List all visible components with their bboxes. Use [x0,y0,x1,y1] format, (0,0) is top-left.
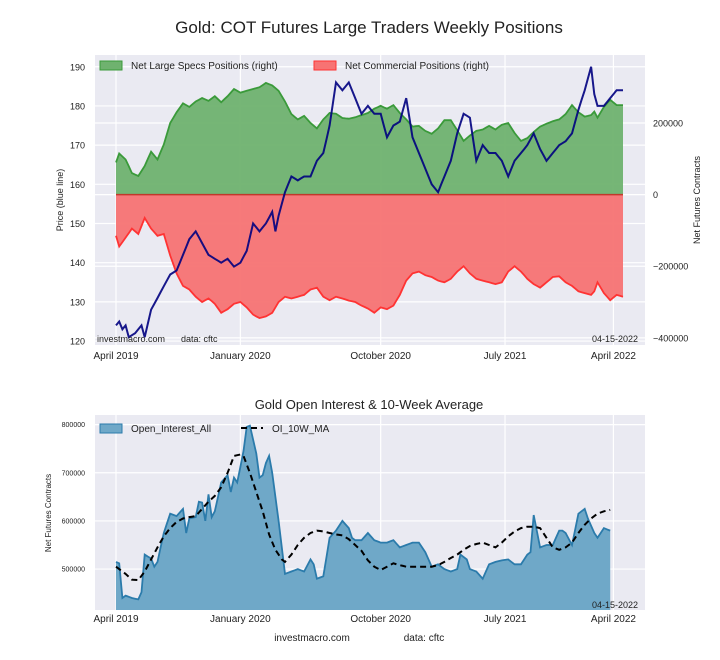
top-x-tick-label: January 2020 [210,351,271,362]
top-left-tick-label: 180 [70,101,85,111]
ma-line [115,453,611,582]
bottom-x-tick-label: October 2020 [350,614,411,625]
bottom-x-tick-label: July 2021 [484,614,527,625]
legend-label-commercial: Net Commercial Positions (right) [345,61,489,72]
bottom-x-tick-label: April 2019 [93,614,138,625]
specs-line [115,81,623,178]
commercial-area [116,194,623,319]
bottom-y-tick-label: 700000 [62,470,85,477]
top-legend: Net Large Specs Positions (right) Net Co… [99,60,489,72]
figure-title: Gold: COT Futures Large Traders Weekly P… [175,18,563,37]
top-left-tick-label: 150 [70,219,85,229]
top-right-axis-label: Net Futures Contracts [692,155,702,244]
top-right-tick-label: −200000 [653,262,688,272]
top-left-axis-label: Price (blue line) [55,169,65,232]
top-data-annotation: data: cftc [181,334,218,344]
top-x-tick-label: October 2020 [350,351,411,362]
top-x-tick-label: April 2019 [93,351,138,362]
top-source-annotation: investmacro.com [97,334,165,344]
top-areas [115,66,624,339]
bottom-chart: Gold Open Interest & 10-Week Average 800… [44,397,645,644]
bottom-chart-title: Gold Open Interest & 10-Week Average [255,397,484,412]
top-ticks: 190 180 170 160 150 140 130 120 200000 0 −200000 −4… [70,62,688,362]
bottom-axis-label: Net Futures Contracts [44,474,53,552]
footer-data: data: cftc [404,633,445,644]
bottom-ticks: 800000 700000 600000 500000 April 2019 Januar… [62,422,637,625]
top-left-tick-label: 130 [70,297,85,307]
top-left-tick-label: 120 [70,337,85,347]
top-chart: 190 180 170 160 150 140 130 120 200000 0 −200000 −4… [55,55,702,362]
top-left-tick-label: 160 [70,180,85,190]
top-date-annotation: 04-15-2022 [592,334,638,344]
bottom-x-tick-label: April 2022 [591,614,636,625]
top-x-tick-label: April 2022 [591,351,636,362]
bottom-y-tick-label: 600000 [62,518,85,525]
top-right-tick-label: −400000 [653,333,688,343]
legend-swatch-specs [99,60,123,71]
bottom-areas [115,424,611,610]
top-x-tick-label: July 2021 [484,351,527,362]
legend-swatch-commercial [313,60,337,71]
top-left-tick-label: 140 [70,258,85,268]
top-left-tick-label: 190 [70,62,85,72]
bottom-date-annotation: 04-15-2022 [592,600,638,610]
bottom-y-tick-label: 800000 [62,422,85,429]
legend-label-oi: Open_Interest_All [131,424,211,435]
bottom-legend: Open_Interest_All OI_10W_MA [99,423,330,435]
price-line [115,66,623,339]
legend-label-specs: Net Large Specs Positions (right) [131,61,278,72]
specs-area [116,82,623,195]
bottom-y-tick-label: 500000 [62,567,85,574]
open-interest-line [115,424,611,601]
commercial-line [115,215,624,320]
top-left-tick-label: 170 [70,141,85,151]
legend-swatch-oi [99,423,123,434]
footer-source: investmacro.com [274,633,350,644]
legend-label-ma: OI_10W_MA [272,424,330,435]
bottom-x-tick-label: January 2020 [210,614,271,625]
top-right-tick-label: 0 [653,190,658,200]
top-right-tick-label: 200000 [653,119,683,129]
